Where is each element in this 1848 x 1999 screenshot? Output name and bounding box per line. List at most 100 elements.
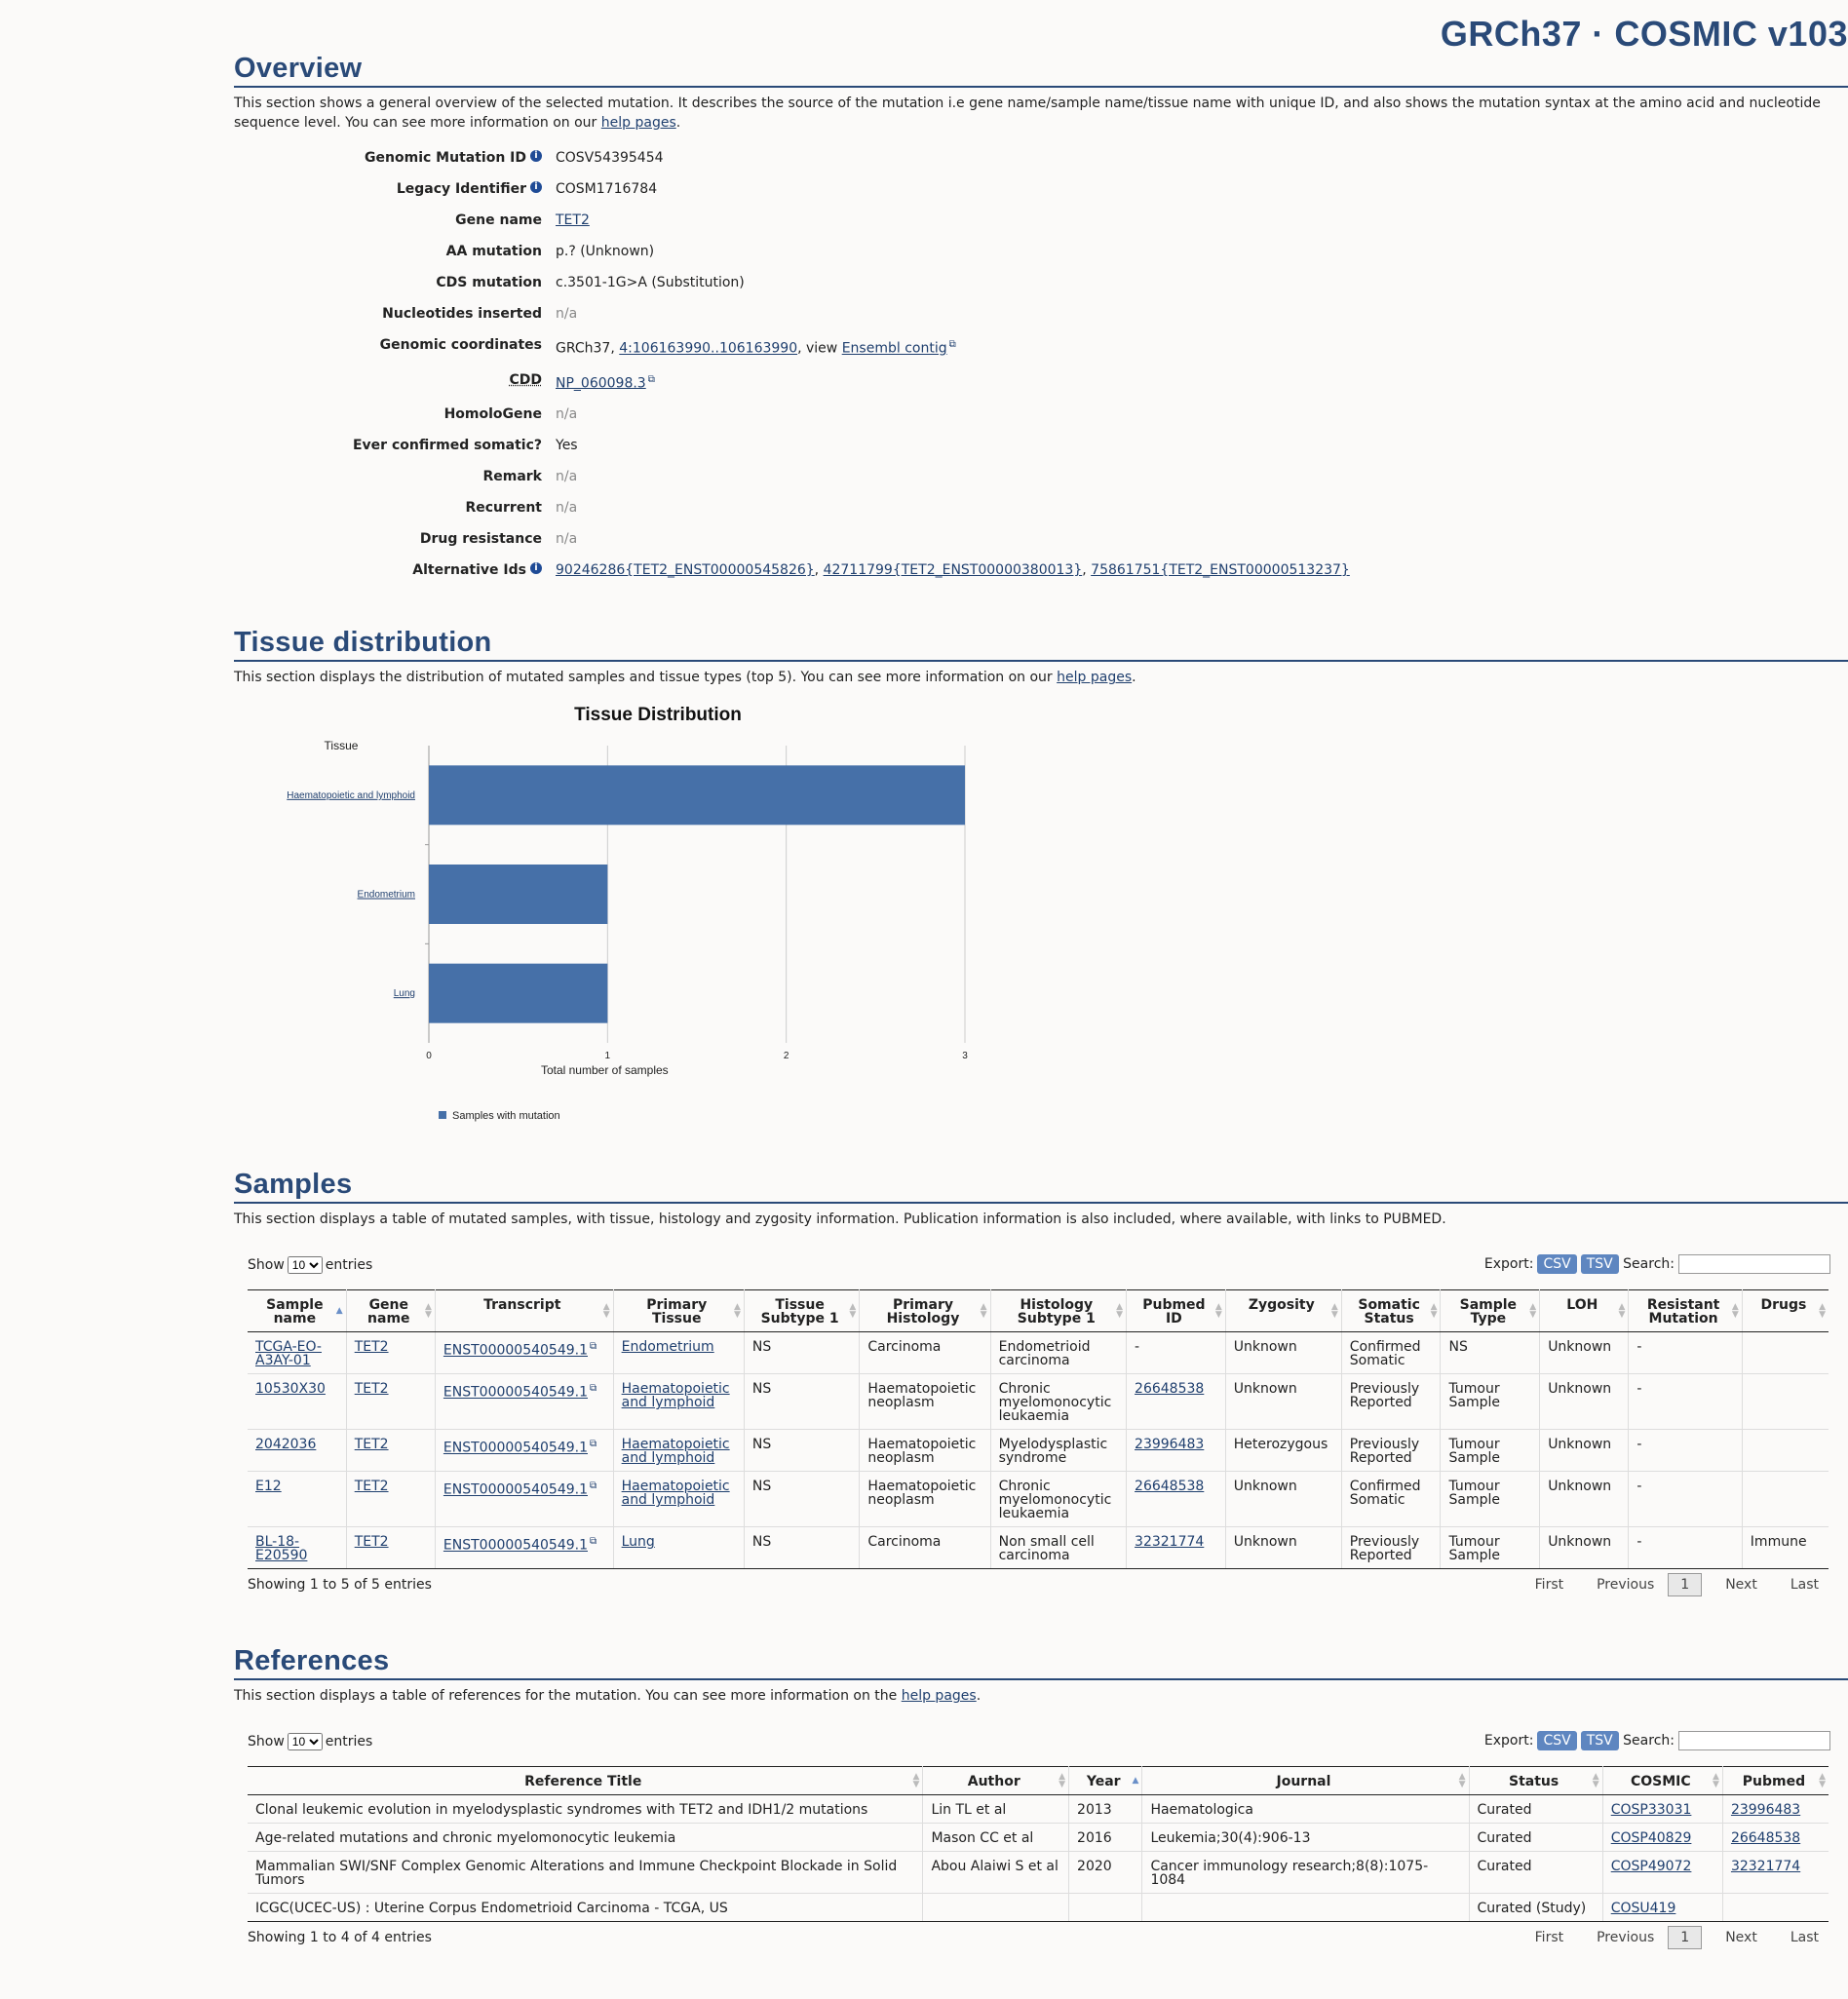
references-csv-button[interactable]: CSV xyxy=(1537,1731,1577,1751)
bar-category-label[interactable]: Endometrium xyxy=(358,890,415,901)
column-header[interactable]: Reference Title ▲ ▼ xyxy=(248,1766,924,1796)
last-button[interactable]: Last xyxy=(1790,1930,1819,1946)
cell-link[interactable]: COSP49072 xyxy=(1610,1859,1692,1875)
cell-link[interactable]: Haematopoietic and lymphoid xyxy=(621,1437,730,1467)
cell-link[interactable]: ENST00000540549.1 xyxy=(443,1537,588,1554)
homologene: n/a xyxy=(556,406,578,423)
bar xyxy=(429,963,608,1023)
column-header[interactable]: LOH ▲ ▼ xyxy=(1539,1289,1630,1333)
cell-link[interactable]: COSP40829 xyxy=(1610,1830,1692,1847)
ensembl-contig-link[interactable]: Ensembl contig xyxy=(841,340,947,357)
column-header[interactable]: Primary Tissue ▲ ▼ xyxy=(613,1289,745,1333)
cell-link[interactable]: 26648538 xyxy=(1730,1830,1801,1847)
cell-link[interactable]: ENST00000540549.1 xyxy=(443,1481,588,1498)
column-header[interactable]: Sample name ▲ xyxy=(248,1289,347,1333)
cell-link[interactable]: COSU419 xyxy=(1610,1901,1676,1917)
table-cell: - xyxy=(1628,1373,1743,1431)
first-button[interactable]: First xyxy=(1534,1577,1564,1594)
info-icon[interactable]: i xyxy=(530,150,542,162)
table-cell: Curated xyxy=(1469,1823,1603,1853)
cell-link[interactable]: 10530X30 xyxy=(255,1381,326,1398)
references-search-input[interactable] xyxy=(1678,1731,1830,1751)
cell-text: NS xyxy=(751,1339,772,1356)
samples-length-select[interactable]: 10 xyxy=(287,1256,323,1275)
references-tsv-button[interactable]: TSV xyxy=(1580,1731,1619,1751)
alt-id-link[interactable]: 90246286{TET2_ENST00000545826} xyxy=(556,562,815,579)
previous-button[interactable]: Previous xyxy=(1597,1930,1655,1946)
cell-link[interactable]: ENST00000540549.1 xyxy=(443,1342,588,1359)
cell-link[interactable]: 23996483 xyxy=(1135,1437,1205,1453)
first-button[interactable]: First xyxy=(1534,1930,1564,1946)
column-header[interactable]: Zygosity ▲ ▼ xyxy=(1225,1289,1342,1333)
cell-link[interactable]: TET2 xyxy=(354,1534,389,1551)
column-header[interactable]: Resistant Mutation ▲ ▼ xyxy=(1628,1289,1743,1333)
samples-export: Export: CSV TSV Search: xyxy=(1484,1254,1830,1275)
cell-link[interactable]: TET2 xyxy=(354,1437,389,1453)
cell-link[interactable]: Haematopoietic and lymphoid xyxy=(621,1381,730,1411)
tissue-help-link[interactable]: help pages xyxy=(1057,670,1133,686)
page-button[interactable]: 1 xyxy=(1668,1926,1703,1950)
column-header[interactable]: Drugs ▲ ▼ xyxy=(1742,1289,1829,1333)
column-header[interactable]: Year ▲ xyxy=(1068,1766,1143,1796)
cell-link[interactable]: 32321774 xyxy=(1135,1534,1205,1551)
column-header[interactable]: COSMIC ▲ ▼ xyxy=(1602,1766,1723,1796)
cell-text: Haematologica xyxy=(1150,1802,1253,1819)
column-header[interactable]: Primary Histology ▲ ▼ xyxy=(859,1289,991,1333)
bar-category-label[interactable]: Lung xyxy=(394,988,415,999)
cell-link[interactable]: TET2 xyxy=(354,1339,389,1356)
column-header[interactable]: Histology Subtype 1 ▲ ▼ xyxy=(990,1289,1128,1333)
x-tick-label: 0 xyxy=(426,1051,432,1061)
cell-link[interactable]: 23996483 xyxy=(1730,1802,1801,1819)
cdd-link[interactable]: NP_060098.3 xyxy=(556,375,646,392)
cell-link[interactable]: TET2 xyxy=(354,1479,389,1495)
cell-link[interactable]: TCGA-EO-A3AY-01 xyxy=(255,1339,322,1369)
cell-link[interactable]: 32321774 xyxy=(1730,1859,1801,1875)
column-header[interactable]: Author ▲ ▼ xyxy=(922,1766,1070,1796)
cell-text: Tumour Sample xyxy=(1448,1381,1500,1411)
cell-link[interactable]: Haematopoietic and lymphoid xyxy=(621,1479,730,1509)
bar-category-label[interactable]: Haematopoietic and lymphoid xyxy=(287,790,415,801)
column-header[interactable]: Tissue Subtype 1 ▲ ▼ xyxy=(744,1289,861,1333)
cell-text: Carcinoma xyxy=(867,1339,942,1356)
column-header[interactable]: Journal ▲ ▼ xyxy=(1141,1766,1470,1796)
references-length-select[interactable]: 10 xyxy=(287,1733,323,1751)
page-button[interactable]: 1 xyxy=(1668,1573,1703,1597)
cell-text: Unknown xyxy=(1548,1437,1612,1453)
info-icon[interactable]: i xyxy=(530,181,542,193)
cell-link[interactable]: Lung xyxy=(621,1534,655,1551)
coordinates-link[interactable]: 4:106163990..106163990 xyxy=(619,340,798,357)
samples-csv-button[interactable]: CSV xyxy=(1537,1254,1577,1275)
cell-link[interactable]: TET2 xyxy=(354,1381,389,1398)
cell-link[interactable]: 26648538 xyxy=(1135,1479,1205,1495)
references-help-link[interactable]: help pages xyxy=(901,1688,977,1705)
cell-link[interactable]: Endometrium xyxy=(621,1339,714,1356)
overview-help-link[interactable]: help pages xyxy=(600,115,676,131)
cell-link[interactable]: ENST00000540549.1 xyxy=(443,1384,588,1401)
column-header[interactable]: Pubmed ID ▲ ▼ xyxy=(1126,1289,1226,1333)
column-header[interactable]: Sample Type ▲ ▼ xyxy=(1440,1289,1541,1333)
column-header[interactable]: Pubmed ▲ ▼ xyxy=(1722,1766,1829,1796)
samples-search-input[interactable] xyxy=(1678,1254,1830,1275)
previous-button[interactable]: Previous xyxy=(1597,1577,1655,1594)
cell-link[interactable]: 26648538 xyxy=(1135,1381,1205,1398)
column-header[interactable]: Gene name ▲ ▼ xyxy=(346,1289,436,1333)
samples-tsv-button[interactable]: TSV xyxy=(1580,1254,1619,1275)
column-header[interactable]: Status ▲ ▼ xyxy=(1469,1766,1603,1796)
cell-link[interactable]: ENST00000540549.1 xyxy=(443,1440,588,1456)
x-tick-label: 3 xyxy=(962,1051,968,1061)
column-header[interactable]: Transcript ▲ ▼ xyxy=(435,1289,614,1333)
cell-link[interactable]: BL-18-E20590 xyxy=(255,1534,308,1564)
column-header[interactable]: Somatic Status ▲ ▼ xyxy=(1341,1289,1442,1333)
alt-id-link[interactable]: 75861751{TET2_ENST00000513237} xyxy=(1091,562,1350,579)
gene-name-link[interactable]: TET2 xyxy=(556,212,590,228)
info-icon[interactable]: i xyxy=(530,562,542,575)
next-button[interactable]: Next xyxy=(1725,1930,1757,1946)
next-button[interactable]: Next xyxy=(1725,1577,1757,1594)
table-cell: TET2 xyxy=(346,1373,436,1431)
cell-link[interactable]: 2042036 xyxy=(255,1437,317,1453)
cell-link[interactable]: COSP33031 xyxy=(1610,1802,1692,1819)
last-button[interactable]: Last xyxy=(1790,1577,1819,1594)
cell-text: Chronic myelomonocytic leukaemia xyxy=(998,1479,1112,1522)
alt-id-link[interactable]: 42711799{TET2_ENST00000380013} xyxy=(823,562,1083,579)
cell-link[interactable]: E12 xyxy=(255,1479,282,1495)
